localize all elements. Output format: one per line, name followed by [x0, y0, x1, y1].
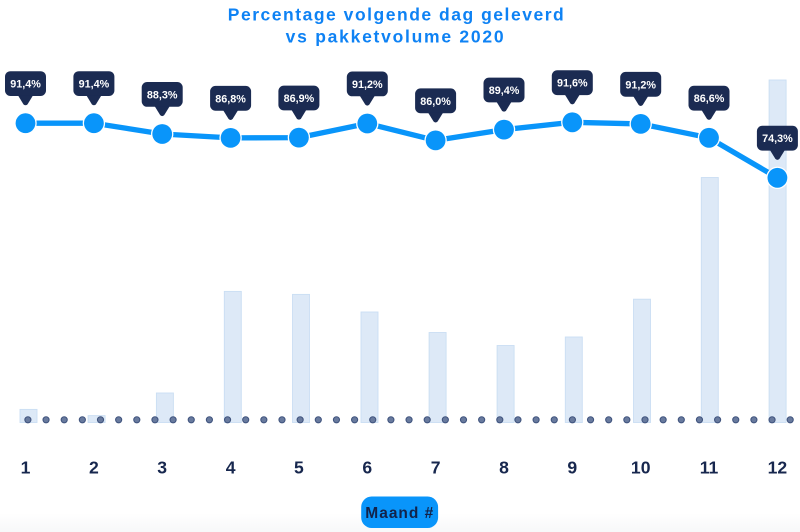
svg-text:Percentage volgende dag geleve: Percentage volgende dag geleverd [228, 5, 566, 25]
svg-text:88,3%: 88,3% [147, 89, 178, 101]
svg-text:86,0%: 86,0% [420, 96, 451, 108]
svg-text:4: 4 [226, 458, 236, 478]
svg-text:86,6%: 86,6% [694, 93, 725, 105]
svg-text:7: 7 [431, 458, 441, 478]
svg-text:86,8%: 86,8% [215, 93, 246, 105]
svg-text:8: 8 [499, 458, 509, 478]
svg-text:74,3%: 74,3% [762, 133, 793, 145]
svg-text:12: 12 [768, 458, 788, 478]
svg-text:91,4%: 91,4% [10, 79, 41, 91]
svg-text:91,2%: 91,2% [352, 79, 383, 91]
svg-text:91,6%: 91,6% [557, 78, 588, 90]
svg-text:91,2%: 91,2% [625, 79, 656, 91]
svg-text:91,4%: 91,4% [79, 79, 110, 91]
svg-text:6: 6 [362, 458, 372, 478]
svg-text:9: 9 [567, 458, 577, 478]
svg-text:Maand #: Maand # [365, 505, 434, 522]
svg-text:1: 1 [21, 458, 31, 478]
svg-text:2: 2 [89, 458, 99, 478]
svg-text:11: 11 [700, 458, 719, 478]
svg-text:89,4%: 89,4% [489, 85, 520, 97]
svg-text:vs pakketvolume 2020: vs pakketvolume 2020 [286, 27, 506, 47]
svg-text:3: 3 [157, 458, 167, 478]
svg-text:86,9%: 86,9% [284, 93, 315, 105]
svg-text:5: 5 [294, 458, 304, 478]
svg-text:10: 10 [631, 458, 651, 478]
